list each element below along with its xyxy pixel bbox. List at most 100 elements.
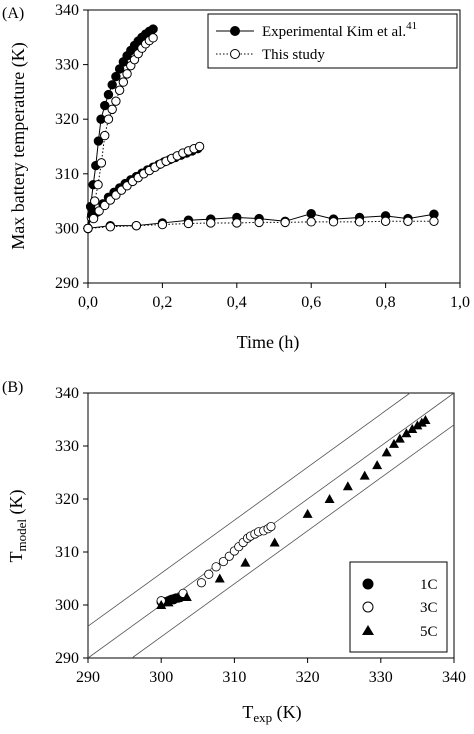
panel-b-label: (B) — [2, 379, 23, 396]
chart-a-point-experimental — [148, 24, 158, 34]
legend-b-marker-3c — [362, 601, 374, 613]
chart-a-point-this-study — [194, 141, 205, 152]
chart-b-point-5c — [372, 460, 383, 470]
chart-a-legend-box — [207, 13, 458, 69]
chart-b-y-tick-label: 290 — [55, 650, 79, 667]
chart-b-series — [156, 415, 431, 609]
chart-a-point-this-study — [111, 96, 121, 106]
chart-a-point-experimental — [114, 64, 125, 74]
chart-a-y-axis-label: Max battery temperature (K) — [8, 42, 29, 249]
chart-a-x-tick-label: 1,0 — [450, 294, 470, 311]
chart-a-point-this-study — [89, 196, 100, 206]
panel-a-label: (A) — [2, 5, 24, 22]
chart-a-series-line-1c-this-study — [87, 220, 434, 229]
chart-a-y-tick-label: 300 — [55, 220, 79, 237]
chart-a-point-this-study — [280, 217, 290, 228]
chart-b-y-tick-label: 320 — [55, 491, 79, 508]
chart-a-point-this-study — [354, 217, 365, 227]
chart-b-point-5c — [401, 428, 412, 438]
chart-a-point-this-study — [206, 218, 216, 228]
chart-a-plot-frame — [87, 9, 461, 284]
chart-a-y-tick-label: 310 — [55, 166, 79, 183]
chart-a-point-this-study — [100, 200, 110, 211]
chart-b-point-5c — [181, 592, 192, 602]
chart-a-x-tick-label: 0,0 — [78, 294, 98, 311]
chart-b-y-axis-label: Tmodel (K) — [6, 490, 29, 563]
chart-b-point-3c — [218, 556, 229, 567]
chart-b-x-tick-label: 340 — [442, 669, 466, 686]
chart-b-x-tick-label: 290 — [76, 669, 100, 686]
chart-a-point-this-study — [114, 85, 125, 95]
chart-b-point-5c — [342, 481, 353, 491]
chart-b-y-tick-label: 340 — [55, 385, 79, 402]
chart-b-point-5c — [420, 415, 431, 425]
legend-b-marker-1c — [362, 578, 374, 590]
chart-a-point-this-study — [107, 104, 117, 115]
chart-b-point-5c — [324, 494, 335, 503]
legend-b-label-5c: 5C — [420, 624, 438, 640]
chart-b-x-tick-label: 320 — [296, 669, 320, 686]
chart-b-x-axis-label: Texp (K) — [242, 702, 301, 725]
chart-a-point-experimental — [93, 136, 104, 146]
chart-a-point-this-study — [103, 114, 114, 124]
chart-a-x-tick-label: 0,8 — [376, 294, 396, 311]
chart-b-x-tick-label: 330 — [369, 669, 393, 686]
chart-b-point-3c — [211, 562, 221, 572]
chart-b-plot-frame — [87, 392, 455, 659]
chart-a-point-this-study — [232, 218, 242, 228]
chart-b-point-5c — [381, 447, 392, 457]
chart-a-point-this-study — [105, 222, 116, 232]
chart-b-point-5c — [388, 438, 399, 448]
chart-b-x-axis: 290 300 310 320 330 340 — [76, 658, 466, 686]
chart-a-point-this-study — [83, 223, 93, 234]
chart-b-legend: 1C 3C 5C — [349, 561, 448, 653]
chart-a-point-this-study — [100, 130, 110, 141]
legend-a-label-this-study: This study — [262, 47, 325, 63]
chart-a-point-this-study — [429, 216, 439, 227]
chart-b-point-5c — [240, 557, 251, 567]
chart-a-y-tick-label: 290 — [55, 275, 79, 292]
chart-b-point-5c — [269, 537, 280, 547]
chart-b-point-3c — [266, 521, 276, 532]
chart-b-reference-line — [87, 392, 411, 627]
chart-a-point-this-study — [380, 216, 391, 227]
chart-a-point-experimental — [306, 208, 316, 219]
chart-b-y-tick-label: 300 — [55, 597, 79, 614]
chart-a-point-this-study — [183, 218, 194, 229]
chart-a-x-tick-label: 0,6 — [301, 294, 321, 311]
chart-a-y-axis: 290 300 310 320 330 340 — [55, 2, 88, 292]
legend-a-marker-experimental — [230, 26, 240, 36]
chart-a-point-this-study — [306, 217, 316, 227]
chart-b-point-5c — [214, 573, 225, 583]
chart-a: 290 300 310 320 330 340 0,0 0,2 0,4 0,6 0,8 1,0 Ti… — [8, 2, 470, 353]
chart-b-point-5c — [394, 433, 405, 443]
chart-a-point-experimental — [107, 80, 117, 90]
chart-b-point-3c — [196, 578, 207, 588]
chart-a-point-this-study — [96, 158, 107, 168]
chart-a-point-this-study — [403, 216, 413, 227]
chart-a-point-this-study — [328, 217, 339, 227]
chart-a-point-this-study — [88, 213, 99, 224]
chart-a-x-tick-label: 0,4 — [227, 294, 247, 311]
chart-a-point-this-study — [148, 33, 158, 43]
chart-a-point-this-study — [131, 220, 142, 231]
chart-b-point-5c — [163, 597, 174, 607]
chart-a-point-this-study — [122, 69, 132, 79]
chart-a-point-this-study — [93, 180, 103, 190]
chart-b-point-5c — [156, 600, 167, 609]
chart-b-y-tick-label: 330 — [55, 438, 79, 455]
chart-a-x-axis-label: Time (h) — [237, 332, 300, 353]
chart-b-x-tick-label: 310 — [222, 669, 246, 686]
chart-a-x-tick-label: 0,2 — [152, 294, 172, 311]
legend-b-marker-5c — [362, 625, 374, 635]
chart-a-point-this-study — [118, 77, 129, 87]
chart-a-point-this-study — [94, 206, 104, 216]
chart-a-y-tick-label: 320 — [55, 111, 79, 128]
chart-a-point-experimental — [103, 89, 114, 100]
chart-a-point-this-study — [157, 219, 168, 230]
chart-a-point-experimental — [100, 100, 110, 111]
chart-b-point-5c — [407, 424, 418, 434]
chart-b: 290 300 310 320 330 340 290 300 310 320 330 340 Te… — [6, 385, 466, 725]
chart-a-series — [83, 24, 439, 234]
